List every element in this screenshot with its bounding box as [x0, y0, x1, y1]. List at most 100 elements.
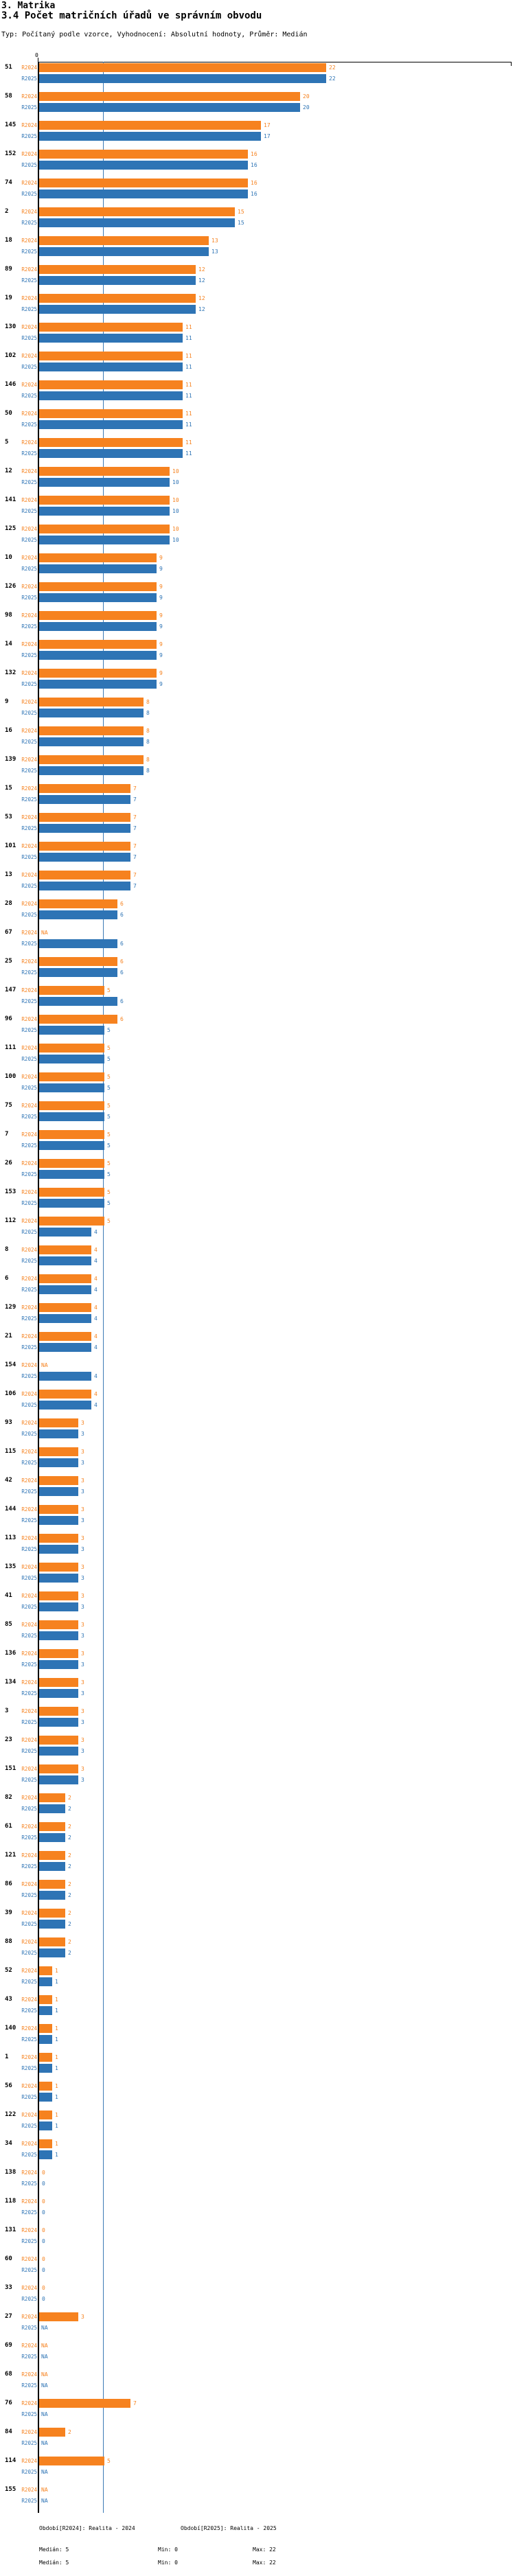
series-label-r2024: R2024: [21, 2458, 37, 2464]
bar-r2024: [39, 1390, 91, 1399]
value-label: 5: [107, 1171, 111, 1177]
series-label-r2024: R2024: [21, 1477, 37, 1484]
value-label: 8: [146, 728, 150, 734]
series-label-r2024: R2024: [21, 65, 37, 71]
series-label-r2025: R2025: [21, 537, 37, 543]
value-label: 11: [185, 364, 192, 370]
series-label-r2024: R2024: [21, 1189, 37, 1195]
value-label: 11: [185, 422, 192, 428]
value-label: 0: [42, 2285, 45, 2291]
value-label: 7: [133, 843, 137, 849]
bar-r2025: [39, 449, 183, 458]
series-label-r2025: R2025: [21, 1200, 37, 1206]
series-label-r2025: R2025: [21, 710, 37, 716]
stat-median-r2025: Medián: 5: [39, 2560, 69, 2566]
bar-r2024: [39, 1995, 52, 2004]
bar-r2024: [39, 1332, 91, 1341]
value-label: 1: [55, 1968, 58, 1974]
category-label: 28: [5, 900, 12, 907]
value-label: 4: [94, 1333, 98, 1339]
bar-r2025: [39, 1285, 91, 1294]
bar-r2024: [39, 1505, 78, 1514]
bar-r2024: [39, 63, 326, 72]
series-label-r2025: R2025: [21, 854, 37, 860]
bar-r2025: [39, 1862, 65, 1871]
category-label: 118: [5, 2198, 16, 2205]
bar-r2024: [39, 669, 157, 678]
na-label: NA: [41, 2354, 48, 2360]
value-label: 3: [81, 1766, 84, 1772]
bar-r2025: [39, 132, 261, 141]
bar-r2025: [39, 2064, 52, 2073]
series-label-r2024: R2024: [21, 1276, 37, 1282]
series-label-r2024: R2024: [21, 1968, 37, 1974]
bar-r2024: [39, 1447, 78, 1456]
category-label: 88: [5, 1938, 12, 1945]
series-label-r2025: R2025: [21, 2008, 37, 2014]
series-label-r2025: R2025: [21, 1517, 37, 1523]
series-label-r2024: R2024: [21, 1593, 37, 1599]
bar-r2025: [39, 766, 144, 775]
series-label-r2024: R2024: [21, 2083, 37, 2089]
value-label: 12: [198, 295, 205, 301]
category-label: 43: [5, 1996, 12, 2003]
bar-r2024: [39, 150, 248, 159]
bar-r2024: [39, 1563, 78, 1572]
bar-r2025: [39, 2035, 52, 2044]
bar-r2025: [39, 1343, 91, 1352]
value-label: 9: [159, 670, 163, 676]
bar-r2024: [39, 1880, 65, 1889]
value-label: 20: [303, 104, 310, 111]
bar-r2024: [39, 1909, 65, 1918]
value-label: 3: [81, 1449, 84, 1455]
na-label: NA: [41, 930, 48, 936]
value-label: 11: [185, 324, 192, 330]
value-label: 6: [120, 969, 124, 976]
category-label: 141: [5, 496, 16, 503]
category-label: 61: [5, 1823, 12, 1830]
bar-r2024: [39, 352, 183, 360]
na-label: NA: [41, 1362, 48, 1368]
bar-r2024: [39, 1736, 78, 1745]
bar-r2024: [39, 1678, 78, 1687]
bar-r2025: [39, 218, 235, 227]
bar-r2025: [39, 1948, 65, 1957]
value-label: 5: [107, 1027, 111, 1033]
series-label-r2024: R2024: [21, 353, 37, 359]
bar-r2025: [39, 795, 130, 804]
category-label: 69: [5, 2342, 12, 2349]
bar-r2025: [39, 651, 157, 660]
series-label-r2025: R2025: [21, 2065, 37, 2071]
bar-r2025: [39, 189, 248, 198]
series-label-r2025: R2025: [21, 796, 37, 803]
category-label: 130: [5, 323, 16, 330]
bar-r2025: [39, 1055, 104, 1063]
bar-r2025: [39, 1574, 78, 1583]
series-label-r2025: R2025: [21, 1777, 37, 1783]
bar-r2025: [39, 1631, 78, 1640]
value-label: 6: [120, 998, 124, 1004]
bar-r2025: [39, 305, 196, 314]
category-label: 86: [5, 1881, 12, 1887]
value-label: 6: [120, 901, 124, 907]
series-label-r2024: R2024: [21, 2170, 37, 2176]
series-label-r2024: R2024: [21, 2285, 37, 2291]
bar-r2024: [39, 2428, 65, 2437]
value-label: 0: [42, 2238, 45, 2244]
series-label-r2024: R2024: [21, 1160, 37, 1166]
bar-r2025: [39, 74, 326, 83]
series-label-r2025: R2025: [21, 681, 37, 687]
bar-r2025: [39, 1804, 65, 1813]
series-label-r2025: R2025: [21, 2209, 37, 2216]
category-label: 2: [5, 208, 9, 215]
series-label-r2024: R2024: [21, 2487, 37, 2493]
bar-r2024: [39, 986, 104, 995]
value-label: 1: [55, 2152, 58, 2158]
category-label: 100: [5, 1073, 16, 1080]
bar-r2025: [39, 1775, 78, 1784]
series-label-r2025: R2025: [21, 595, 37, 601]
value-label: 9: [159, 555, 163, 561]
value-label: 5: [107, 1218, 111, 1224]
value-label: 16: [251, 162, 258, 168]
